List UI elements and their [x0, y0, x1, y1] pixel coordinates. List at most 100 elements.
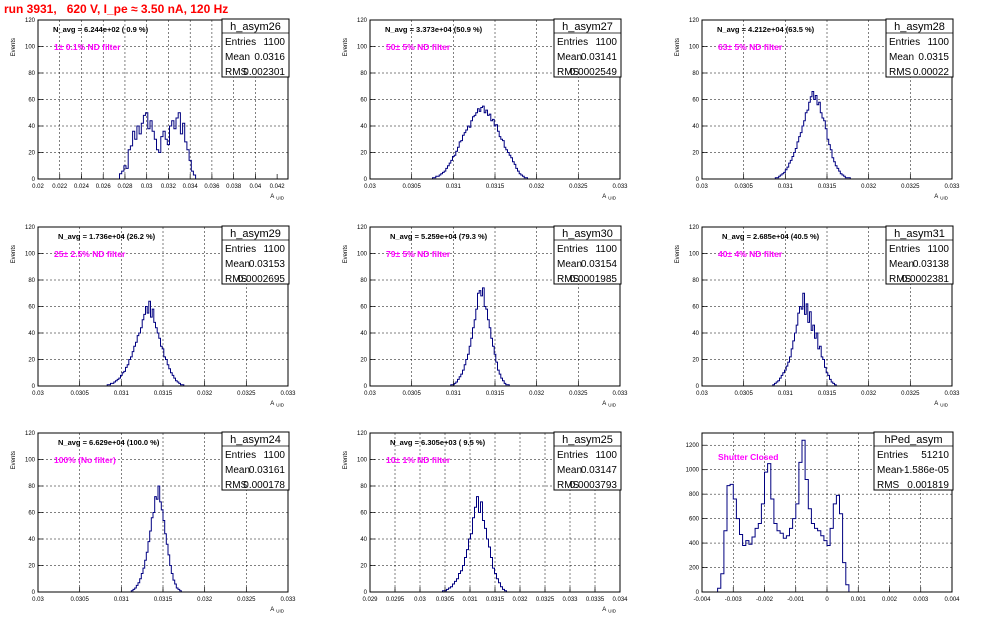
- y-tick-label: 20: [360, 564, 367, 570]
- y-axis-label: Events: [675, 245, 681, 263]
- stats-title: h_asym25: [562, 434, 613, 446]
- navg-label: N_avg = 1.736e+04 (26.2 %): [58, 232, 156, 241]
- y-tick-label: 100: [25, 45, 36, 51]
- x-tick-label: 0.0305: [402, 184, 421, 190]
- x-tick-label: 0.0305: [436, 597, 455, 603]
- stats-mean-label: Mean: [877, 465, 902, 476]
- stats-entries-value: 1100: [263, 450, 285, 461]
- run-header: run 3931, 620 V, I_pe ≈ 3.50 nA, 120 Hz: [4, 2, 229, 16]
- histogram-line: [717, 439, 850, 592]
- histogram-line: [119, 112, 197, 179]
- histogram-line: [450, 287, 510, 386]
- y-tick-label: 40: [28, 537, 35, 543]
- y-tick-label: 400: [689, 541, 700, 547]
- x-tick-label: 0.028: [117, 184, 133, 190]
- y-tick-label: 1200: [686, 443, 700, 449]
- stats-mean-value: 0.03141: [581, 52, 618, 63]
- navg-label: N_avg = 5.259e+04 (79.3 %): [390, 232, 488, 241]
- stats-rms-value: 0.000178: [243, 480, 285, 491]
- y-tick-label: 0: [696, 384, 700, 390]
- filter-label: 10± 1% ND filter: [386, 455, 451, 465]
- x-tick-label: 0.0325: [569, 391, 588, 397]
- x-tick-label: 0.0315: [486, 391, 505, 397]
- stats-rms-label: RMS: [557, 67, 580, 78]
- y-tick-label: 20: [692, 358, 699, 364]
- histogram-line: [772, 292, 837, 386]
- x-tick-label: 0.03: [364, 391, 376, 397]
- stats-title: h_asym26: [230, 21, 281, 33]
- stats-box-frame: [221, 18, 290, 78]
- panel-h_asym31: 0.03 0.0305 0.031 0.0315 0.032 0.0325 0.033 0 20…: [675, 225, 960, 408]
- y-tick-label: 40: [360, 331, 367, 337]
- stats-box-frame: [221, 225, 290, 285]
- stats-title: h_asym28: [894, 21, 945, 33]
- filter-label: 63± 5% ND filter: [718, 42, 783, 52]
- stats-box-frame: [553, 431, 622, 491]
- y-tick-label: 120: [357, 18, 368, 24]
- stats-rms-label: RMS: [889, 274, 912, 285]
- x-tick-label: 0.0315: [818, 391, 837, 397]
- y-axis-label: Events: [343, 451, 349, 469]
- x-tick-label: 0.001: [851, 597, 867, 603]
- y-tick-label: 120: [357, 431, 368, 437]
- x-tick-label: 0.032: [197, 391, 213, 397]
- x-tick-label: 0.0335: [586, 597, 605, 603]
- panel-h_asym27: 0.03 0.0305 0.031 0.0315 0.032 0.0325 0.033 0 20…: [343, 18, 628, 201]
- y-axis-label: Events: [11, 38, 17, 56]
- navg-label: N_avg = 6.629e+04 (100.0 %): [58, 438, 160, 447]
- stats-entries-label: Entries: [889, 37, 920, 48]
- stats-entries-value: 1100: [263, 37, 285, 48]
- y-axis-label: Events: [675, 38, 681, 56]
- x-axis-label: A UID: [602, 401, 617, 408]
- y-tick-label: 60: [28, 511, 35, 517]
- x-tick-label: 0.038: [226, 184, 242, 190]
- y-tick-label: 120: [25, 431, 36, 437]
- stats-entries-label: Entries: [889, 244, 920, 255]
- filter-label: 100% (No filter): [54, 455, 116, 465]
- stats-box: h_asym29 Entries 1100 Mean0.03153RMS0.00026…: [221, 225, 290, 285]
- panel-h_asym28: 0.03 0.0305 0.031 0.0315 0.032 0.0325 0.033 0 20…: [675, 18, 960, 201]
- x-axis-label: A UID: [270, 607, 285, 614]
- stats-title: hPed_asym: [884, 434, 942, 446]
- stats-mean-label: Mean: [557, 465, 582, 476]
- y-tick-label: 800: [689, 492, 700, 498]
- y-tick-label: 0: [696, 177, 700, 183]
- y-tick-label: 20: [28, 564, 35, 570]
- x-tick-label: 0.032: [529, 391, 545, 397]
- stats-entries-label: Entries: [225, 244, 256, 255]
- filter-label: 40± 4% ND filter: [718, 249, 783, 259]
- y-tick-label: 120: [25, 225, 36, 231]
- y-tick-label: 20: [28, 151, 35, 157]
- stats-rms-value: 0.0002549: [570, 67, 618, 78]
- stats-mean-label: Mean: [889, 259, 914, 270]
- x-tick-label: 0.031: [114, 391, 130, 397]
- x-tick-label: -0.002: [756, 597, 774, 603]
- y-tick-label: 20: [692, 151, 699, 157]
- x-axis-label: A UID: [934, 194, 949, 201]
- stats-entries-value: 1100: [263, 244, 285, 255]
- x-axis-label: A UID: [602, 607, 617, 614]
- x-tick-label: 0.031: [446, 391, 462, 397]
- x-tick-label: 0.0325: [237, 391, 256, 397]
- navg-label: N_avg = 6.244e+02 ( 0.9 %): [53, 25, 149, 34]
- y-tick-label: 1000: [686, 468, 700, 474]
- stats-mean-value: 0.03161: [249, 465, 286, 476]
- stats-entries-label: Entries: [557, 37, 588, 48]
- x-tick-label: -0.003: [725, 597, 743, 603]
- y-tick-label: 100: [25, 252, 36, 258]
- stats-mean-label: Mean: [889, 52, 914, 63]
- x-tick-label: 0.03: [32, 391, 44, 397]
- stats-entries-label: Entries: [225, 450, 256, 461]
- stats-title: h_asym31: [894, 228, 945, 240]
- x-tick-label: 0.024: [74, 184, 90, 190]
- stats-box-frame: [885, 18, 954, 78]
- panel-h_asym25: 0.029 0.0295 0.03 0.0305 0.031 0.0315 0.032 0.0…: [343, 431, 628, 614]
- stats-mean-value: 0.03153: [249, 259, 286, 270]
- stats-mean-value: 0.0316: [254, 52, 285, 63]
- x-tick-label: 0.033: [562, 597, 578, 603]
- y-tick-label: 0: [696, 590, 700, 596]
- y-tick-label: 200: [689, 566, 700, 572]
- stats-title: h_asym29: [230, 228, 281, 240]
- y-tick-label: 120: [689, 18, 700, 24]
- x-tick-label: 0.0325: [901, 184, 920, 190]
